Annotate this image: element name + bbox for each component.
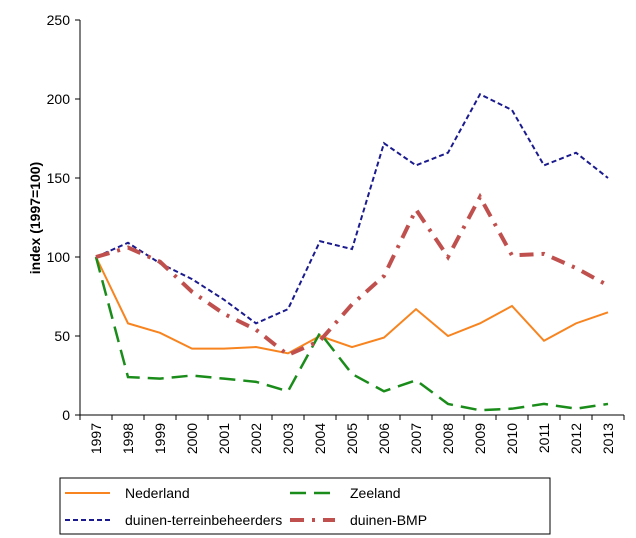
y-tick-label: 0 [62, 407, 70, 423]
x-tick-label: 1997 [88, 423, 104, 454]
legend-label: duinen-terreinbeheerders [125, 512, 282, 528]
x-tick-label: 2003 [280, 423, 296, 454]
y-tick-label: 200 [47, 91, 71, 107]
x-tick-label: 2009 [472, 423, 488, 454]
x-tick-label: 1998 [120, 423, 136, 454]
x-tick-label: 2010 [504, 423, 520, 454]
x-tick-label: 2000 [184, 423, 200, 454]
series-line [95, 192, 609, 358]
x-tick-label: 2012 [568, 423, 584, 454]
legend-label: duinen-BMP [350, 512, 427, 528]
x-tick-label: 2008 [440, 423, 456, 454]
y-tick-label: 50 [54, 328, 70, 344]
y-tick-label: 100 [47, 249, 71, 265]
y-tick-label: 150 [47, 170, 71, 186]
series-line [94, 256, 609, 412]
x-tick-label: 2004 [312, 423, 328, 454]
x-tick-label: 2013 [600, 423, 616, 454]
x-tick-label: 2001 [216, 423, 232, 454]
x-tick-label: 2011 [536, 423, 552, 453]
series-line [95, 256, 609, 355]
legend-label: Zeeland [350, 485, 401, 501]
x-tick-label: 2002 [248, 423, 264, 454]
y-tick-label: 250 [47, 12, 71, 28]
legend-label: Nederland [125, 485, 190, 501]
y-axis-label: index (1997=100) [27, 162, 43, 274]
x-tick-label: 1999 [152, 423, 168, 454]
legend-box [59, 477, 551, 535]
x-tick-label: 2005 [344, 423, 360, 454]
x-tick-label: 2006 [376, 423, 392, 454]
x-tick-label: 2007 [408, 423, 424, 454]
series-line [95, 92, 609, 325]
